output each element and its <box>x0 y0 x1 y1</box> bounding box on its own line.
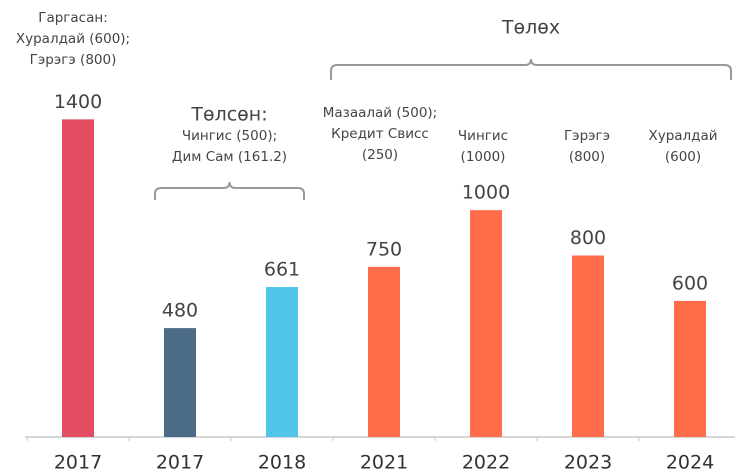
x-tick-label: 2023 <box>564 452 612 474</box>
bar <box>368 266 400 437</box>
annotation: (250) <box>362 147 398 163</box>
annotation: (1000) <box>461 149 506 165</box>
bracket-label: Төлөх <box>501 17 560 39</box>
x-tick-label: 2018 <box>258 452 306 474</box>
x-tick-label: 2024 <box>666 452 714 474</box>
value-label: 1400 <box>54 91 102 113</box>
annotation: Хуралдай <box>648 128 717 144</box>
value-label: 600 <box>672 272 708 294</box>
annotation: Кредит Свисс <box>331 126 429 142</box>
value-label: 800 <box>570 227 606 249</box>
annotation: Хуралдай (600); <box>16 31 130 47</box>
bar <box>62 119 94 437</box>
bar <box>572 255 604 437</box>
bar <box>164 328 196 437</box>
value-label: 750 <box>366 238 402 260</box>
value-label: 1000 <box>462 182 510 204</box>
bracket <box>154 181 305 200</box>
bar <box>674 300 706 437</box>
annotation: Гэрэгэ <box>564 128 610 144</box>
bracket-label: Төлсөн: <box>190 104 267 126</box>
bracket-note: Дим Сам (161.2) <box>172 149 287 165</box>
annotation: (600) <box>665 149 701 165</box>
x-tick-label: 2022 <box>462 452 510 474</box>
x-tick-label: 2021 <box>360 452 408 474</box>
value-label: 480 <box>162 300 198 322</box>
bracket <box>330 58 732 80</box>
annotation: Чингис <box>458 128 508 144</box>
x-tick-label: 2017 <box>54 452 102 474</box>
annotation: Гаргасан: <box>38 10 108 26</box>
bar <box>266 287 298 437</box>
annotation: Мазаалай (500); <box>323 105 437 121</box>
value-label: 661 <box>264 259 300 281</box>
x-tick-label: 2017 <box>156 452 204 474</box>
bracket-note: Чингис (500); <box>182 128 277 144</box>
annotation: (800) <box>569 149 605 165</box>
annotation: Гэрэгэ (800) <box>30 52 117 68</box>
bar <box>470 210 502 437</box>
